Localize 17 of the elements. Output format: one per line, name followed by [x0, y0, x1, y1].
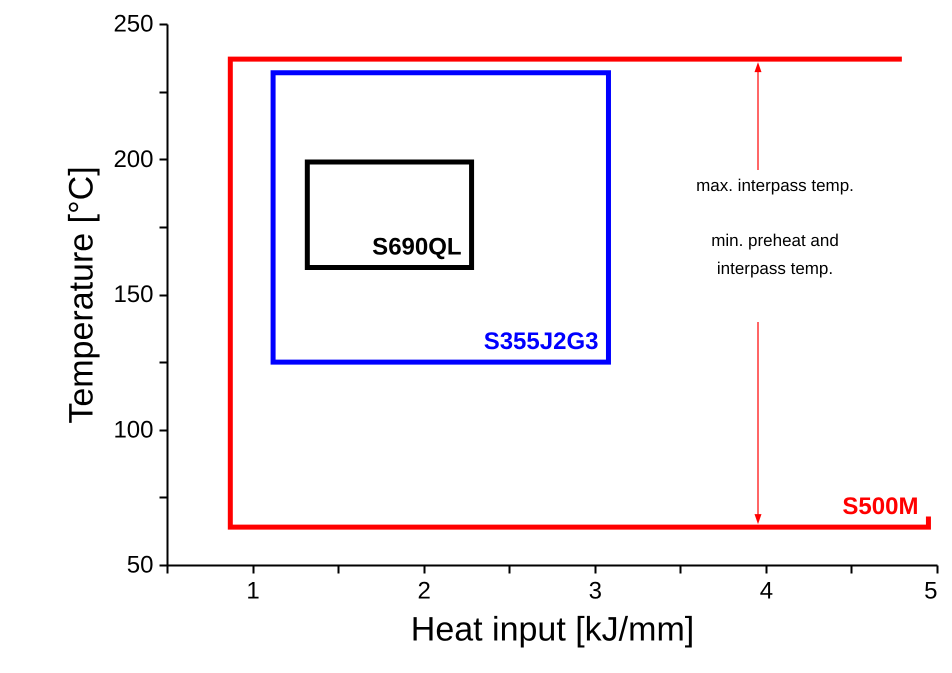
y-tick-label: 200	[113, 146, 154, 173]
x-tick-label: 5	[924, 578, 938, 604]
y-tick-label: 250	[113, 10, 154, 38]
series-label: S500M	[842, 493, 918, 520]
x-tick-label: 2	[417, 578, 431, 604]
series-label: S690QL	[372, 233, 462, 260]
annotation: min. preheat and interpass temp.	[711, 231, 839, 278]
y-tick-label: 150	[113, 281, 154, 308]
series-label: S355J2G3	[484, 328, 598, 356]
annotation: max. interpass temp.	[696, 176, 854, 195]
x-tick-label: 4	[760, 578, 774, 604]
x-tick-label: 1	[246, 578, 260, 604]
y-axis-title: Temperature [°C]	[62, 166, 100, 424]
x-tick-label: 3	[588, 578, 602, 604]
x-axis-title: Heat input [kJ/mm]	[410, 610, 694, 648]
y-tick-label: 50	[126, 552, 154, 578]
y-tick-label: 100	[113, 416, 154, 444]
